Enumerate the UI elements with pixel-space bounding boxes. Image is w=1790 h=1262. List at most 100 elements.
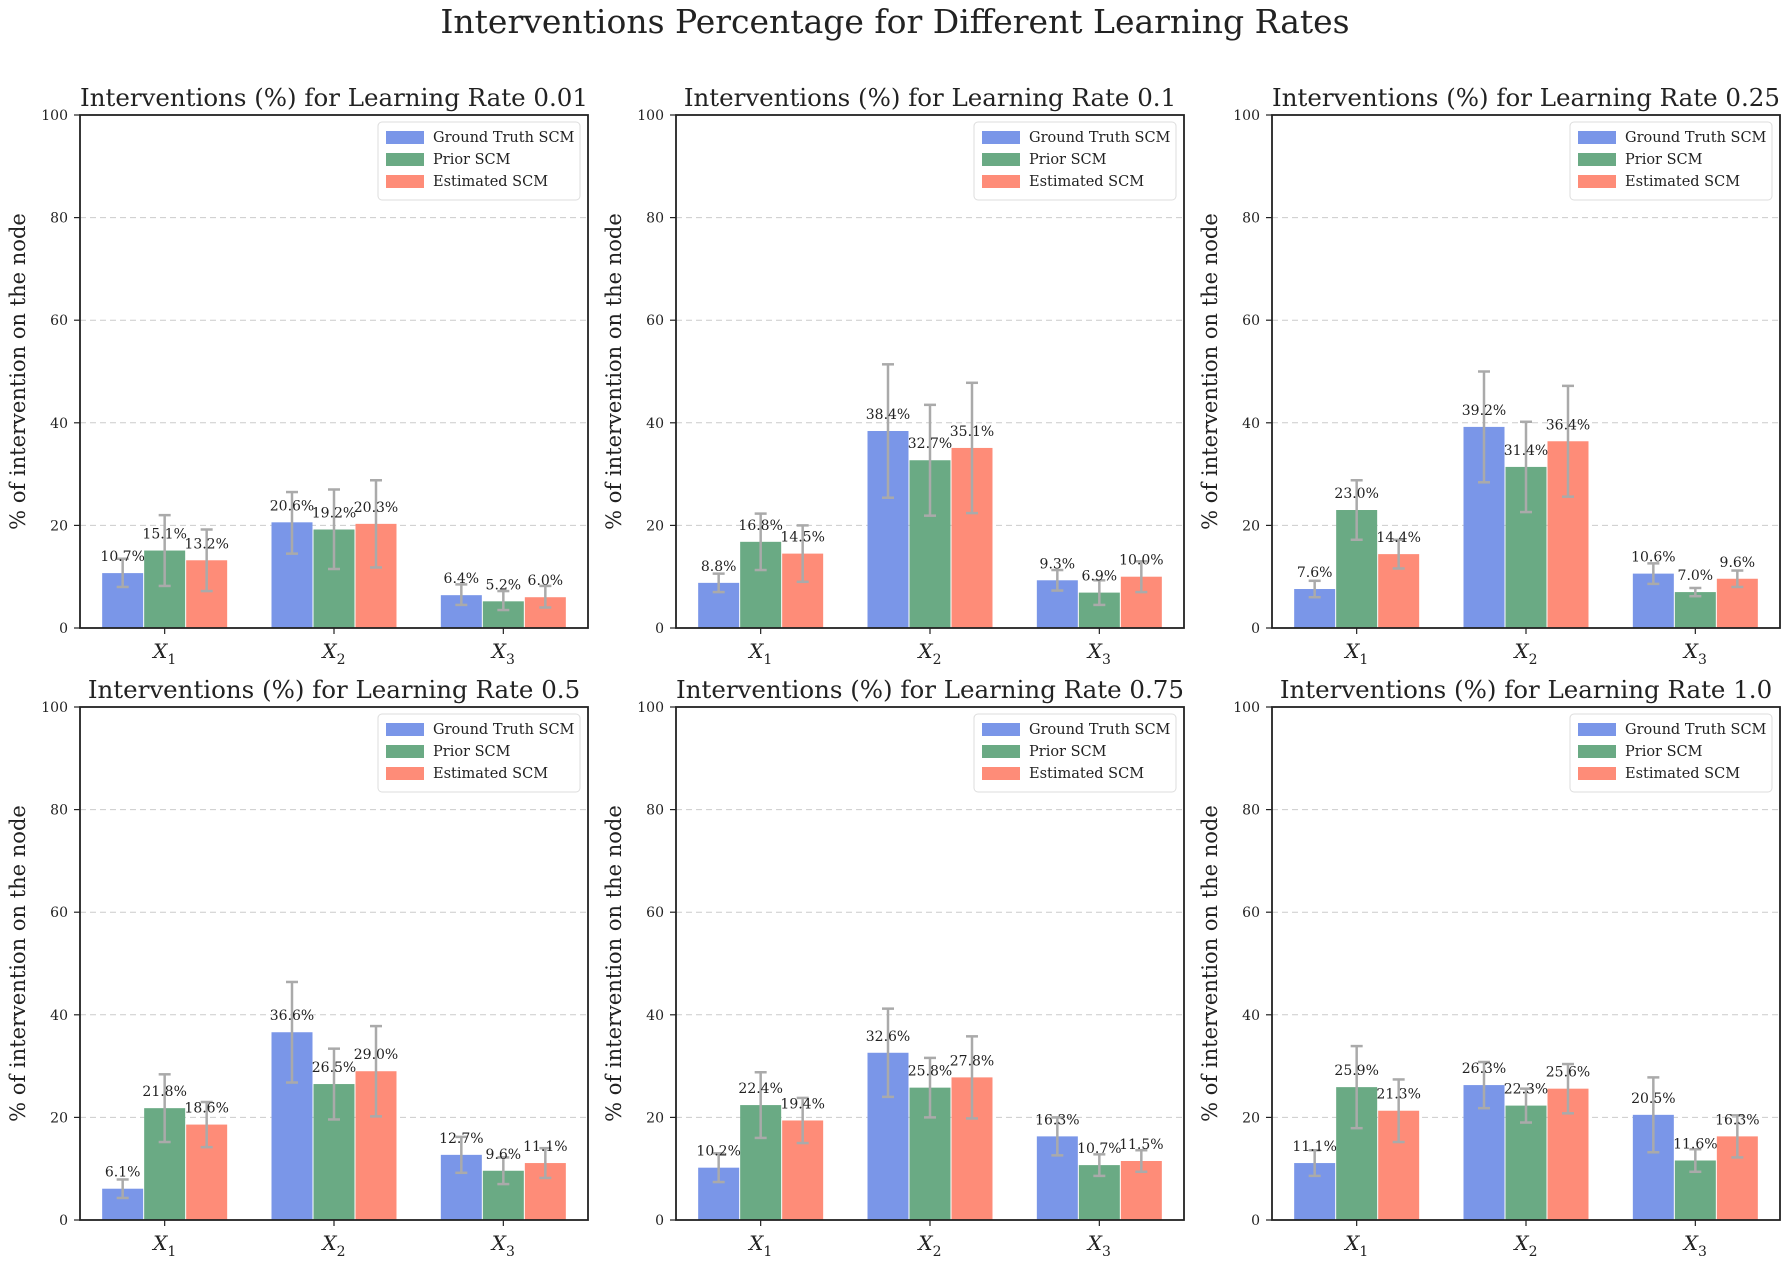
y-tick-label: 80 xyxy=(50,803,68,819)
legend-swatch xyxy=(386,767,424,780)
data-label: 9.6% xyxy=(1720,555,1756,571)
y-tick-label: 60 xyxy=(50,313,68,329)
data-label: 14.5% xyxy=(780,530,824,546)
legend: Ground Truth SCM Prior SCM Estimated SCM xyxy=(973,121,1177,201)
error-bar xyxy=(796,524,809,584)
y-tick-label: 100 xyxy=(1233,700,1260,716)
legend-swatch xyxy=(982,723,1020,736)
legend-label: Ground Truth SCM xyxy=(1029,130,1171,146)
subplot-5: 10.2% 22.4%19.4% X1 32.6% 25.8%27.8% X2 16.3% 1… xyxy=(602,675,1185,1260)
data-label: 27.8% xyxy=(950,1053,994,1069)
data-label: 12.7% xyxy=(439,1131,483,1147)
x-tick-label: X2 xyxy=(1512,1231,1537,1260)
legend-label: Prior SCM xyxy=(1029,152,1107,168)
error-bar xyxy=(455,583,468,607)
error-bar xyxy=(1689,1147,1702,1174)
legend-swatch xyxy=(1578,131,1616,144)
data-label: 21.3% xyxy=(1376,1087,1420,1103)
error-bar xyxy=(200,528,213,593)
error-bar xyxy=(158,513,171,588)
legend-swatch xyxy=(982,153,1020,166)
data-label: 16.3% xyxy=(1035,1112,1079,1128)
legend-label: Ground Truth SCM xyxy=(1029,722,1171,738)
y-axis-label: % of intervention on the node xyxy=(6,213,30,530)
y-tick-label: 40 xyxy=(50,1008,68,1024)
x-tick-label: X2 xyxy=(916,639,941,668)
axes-frame xyxy=(79,706,589,1221)
error-bar xyxy=(328,1047,340,1121)
subplot-1: 10.7% 15.1%13.2% X1 20.6%19.2%20.3% X2 6.4% 5.… xyxy=(6,83,589,668)
error-bar xyxy=(1731,1114,1744,1159)
y-tick-label: 40 xyxy=(1242,416,1260,432)
legend-swatch xyxy=(1578,153,1616,166)
error-bar xyxy=(1392,1078,1405,1144)
data-label: 22.4% xyxy=(738,1081,782,1097)
y-tick-label: 60 xyxy=(646,905,664,921)
legend-label: Estimated SCM xyxy=(433,174,548,190)
y-tick-label: 80 xyxy=(646,803,664,819)
data-label: 25.8% xyxy=(908,1064,952,1080)
data-label: 29.0% xyxy=(354,1047,398,1063)
error-bar xyxy=(1350,479,1363,542)
legend-label: Estimated SCM xyxy=(433,766,548,782)
data-label: 10.6% xyxy=(1631,550,1675,566)
error-bar xyxy=(1647,1076,1660,1154)
data-label: 11.1% xyxy=(1292,1139,1336,1155)
y-tick-label: 80 xyxy=(646,211,664,227)
x-tick-label: X1 xyxy=(1343,639,1368,668)
legend: Ground Truth SCM Prior SCM Estimated SCM xyxy=(1569,713,1773,793)
data-label: 11.6% xyxy=(1673,1136,1717,1152)
axes-frame xyxy=(1271,114,1781,629)
error-bar xyxy=(924,1056,936,1119)
data-label: 32.6% xyxy=(866,1029,910,1045)
data-label: 19.4% xyxy=(780,1096,824,1112)
error-bar xyxy=(1689,586,1702,598)
data-label: 10.7% xyxy=(1077,1141,1121,1157)
error-bar xyxy=(1051,568,1064,592)
data-label: 7.0% xyxy=(1678,568,1714,584)
y-tick-label: 100 xyxy=(41,108,68,124)
legend-box xyxy=(377,713,581,793)
y-tick-label: 0 xyxy=(59,621,68,637)
data-label: 20.6% xyxy=(270,498,314,514)
error-bar xyxy=(1093,579,1106,607)
y-tick-label: 0 xyxy=(655,621,664,637)
error-bar xyxy=(370,479,382,569)
error-bar xyxy=(1520,420,1532,514)
data-label: 39.2% xyxy=(1462,403,1506,419)
x-tick-label: X2 xyxy=(916,1231,941,1260)
legend-label: Ground Truth SCM xyxy=(433,130,575,146)
y-tick-label: 80 xyxy=(50,211,68,227)
legend-swatch xyxy=(1578,767,1616,780)
x-tick-label: X2 xyxy=(1512,639,1537,668)
legend-box xyxy=(1569,121,1773,201)
y-tick-label: 40 xyxy=(50,416,68,432)
y-tick-label: 80 xyxy=(1242,803,1260,819)
x-tick-label: X1 xyxy=(151,639,176,668)
y-tick-label: 40 xyxy=(646,416,664,432)
legend: Ground Truth SCM Prior SCM Estimated SCM xyxy=(1569,121,1773,201)
y-tick-label: 0 xyxy=(1251,621,1260,637)
error-bar xyxy=(286,490,298,555)
bar xyxy=(1505,1105,1547,1220)
subplot-title: Interventions (%) for Learning Rate 0.75 xyxy=(676,675,1184,704)
legend: Ground Truth SCM Prior SCM Estimated SCM xyxy=(973,713,1177,793)
error-bar xyxy=(1731,569,1744,589)
legend-swatch xyxy=(1578,745,1616,758)
subplot-title: Interventions (%) for Learning Rate 0.25 xyxy=(1272,83,1780,112)
x-tick-label: X2 xyxy=(320,639,345,668)
data-label: 19.2% xyxy=(312,506,356,522)
error-bar xyxy=(1647,562,1660,586)
data-label: 14.4% xyxy=(1376,530,1420,546)
data-label: 9.6% xyxy=(486,1147,522,1163)
error-bar xyxy=(116,1178,129,1200)
error-bar xyxy=(1350,1044,1363,1130)
data-label: 16.8% xyxy=(738,518,782,534)
data-label: 10.2% xyxy=(696,1144,740,1160)
y-axis-label: % of intervention on the node xyxy=(6,805,30,1122)
axes-frame xyxy=(1271,706,1781,1221)
data-label: 35.1% xyxy=(950,424,994,440)
legend-swatch xyxy=(982,175,1020,188)
y-tick-label: 40 xyxy=(646,1008,664,1024)
legend-box xyxy=(1569,713,1773,793)
